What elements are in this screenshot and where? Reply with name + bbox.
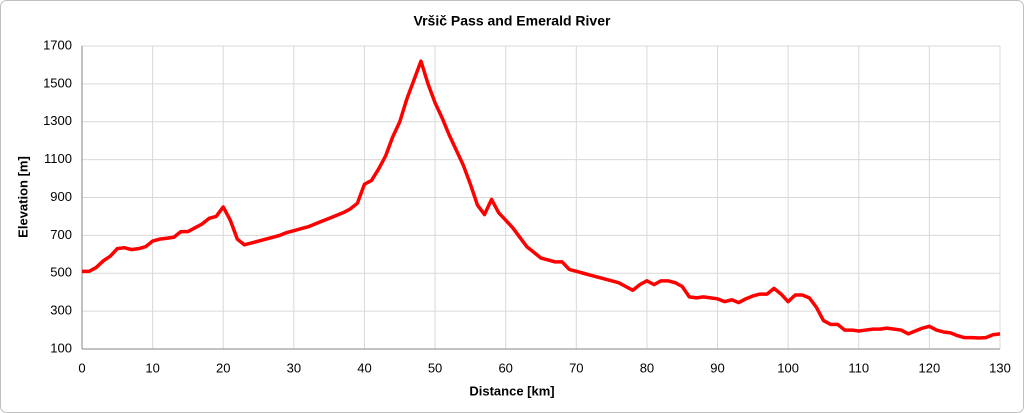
y-tick-label: 100	[50, 340, 72, 355]
x-tick-label: 30	[287, 360, 301, 375]
y-axis-title: Elevation [m]	[15, 156, 30, 238]
x-tick-label: 20	[216, 360, 230, 375]
y-tick-label: 300	[50, 303, 72, 318]
x-tick-label: 70	[569, 360, 583, 375]
y-tick-label: 1300	[43, 113, 72, 128]
x-tick-label: 120	[919, 360, 941, 375]
x-tick-label: 50	[428, 360, 442, 375]
x-tick-label: 80	[640, 360, 654, 375]
y-tick-label: 1700	[43, 37, 72, 52]
x-tick-label: 0	[78, 360, 85, 375]
y-tick-label: 500	[50, 265, 72, 280]
x-tick-label: 100	[777, 360, 799, 375]
x-tick-label: 90	[710, 360, 724, 375]
y-tick-label: 1100	[44, 151, 72, 166]
x-tick-label: 10	[145, 360, 159, 375]
chart-title: Vršič Pass and Emerald River	[414, 13, 611, 29]
x-axis-title: Distance [km]	[469, 383, 554, 398]
x-tick-label: 60	[498, 360, 512, 375]
data-line	[82, 59, 1001, 340]
x-tick-label: 130	[989, 360, 1011, 375]
y-tick-label: 900	[50, 189, 72, 204]
x-tick-label: 110	[848, 360, 869, 375]
y-tick-label: 700	[50, 227, 72, 242]
x-tick-label: 40	[357, 360, 371, 375]
y-tick-label: 1500	[43, 75, 72, 90]
